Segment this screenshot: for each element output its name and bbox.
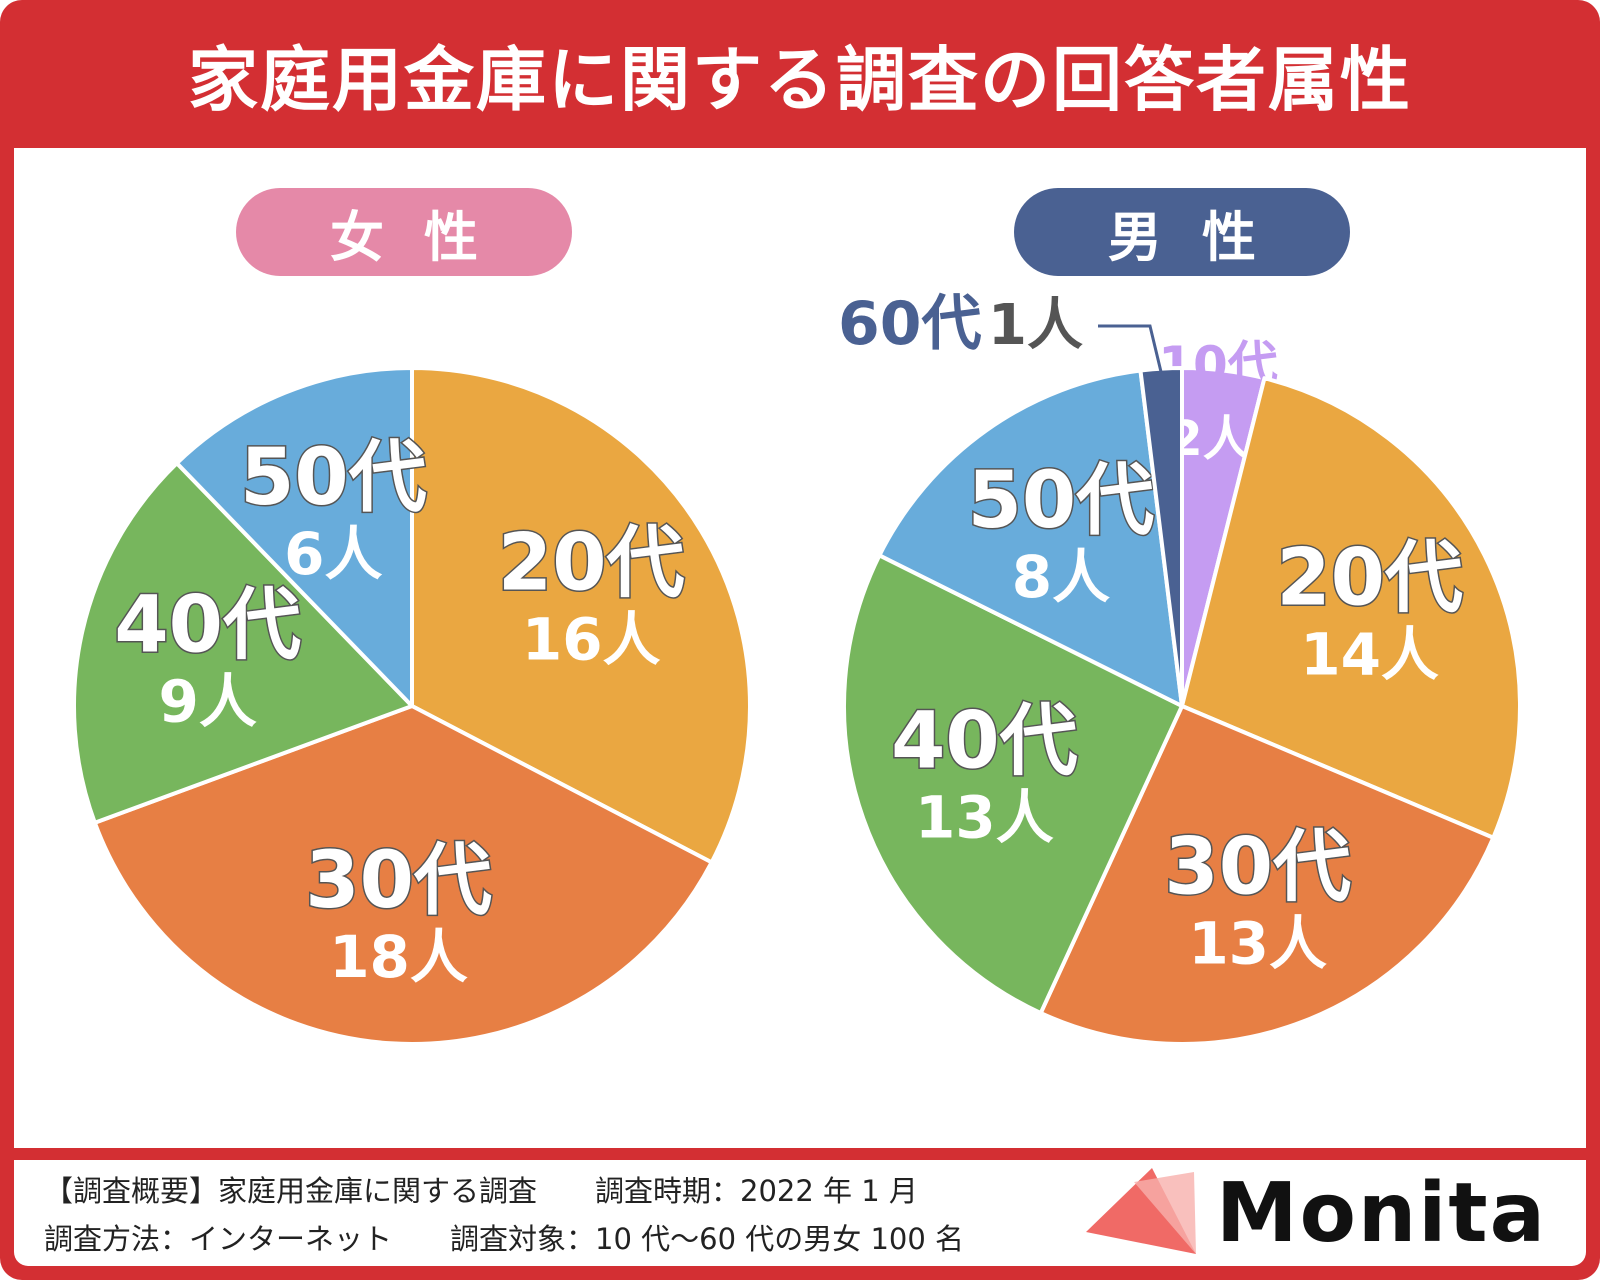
- female-slice-50s: [174, 366, 414, 708]
- female-label-20s-value: 16人: [522, 605, 661, 673]
- male-label-40s-value: 13人: [915, 784, 1054, 852]
- male-label-30s-category: 30代: [1164, 822, 1351, 912]
- male-label-60s-value: 1人: [988, 293, 1083, 358]
- logo-text: Monita: [1216, 1166, 1547, 1261]
- male-label-20s-value: 14人: [1300, 621, 1439, 689]
- male-slice-50s: [877, 368, 1184, 708]
- female-label-50s-value: 6人: [284, 520, 382, 588]
- female-label-40s-value: 9人: [159, 667, 257, 735]
- male-label-40s-category: 40代: [891, 697, 1078, 787]
- male-label-50s-category: 50代: [968, 456, 1155, 546]
- male-slice-40s: [842, 553, 1184, 1016]
- logo-icon: [1086, 1168, 1196, 1254]
- female-slice-30s: [92, 704, 714, 1046]
- female-label-50s-category: 50代: [240, 433, 427, 523]
- male-label-60s-category: 60代: [838, 289, 982, 359]
- female-label-20s-category: 20代: [498, 518, 685, 608]
- female-slice-20s: [410, 366, 752, 865]
- male-label-60s-leader-line: [1098, 324, 1163, 373]
- survey-summary: 【調査概要】家庭用金庫に関する調査 調査時期：2022 年 1 月: [44, 1174, 918, 1208]
- female-label-30s-value: 18人: [329, 923, 468, 991]
- survey-method: 調査方法：インターネット 調査対象：10 代〜60 代の男女 100 名: [44, 1222, 965, 1256]
- male-label-20s-category: 20代: [1276, 534, 1463, 624]
- male-slice-30s: [1038, 704, 1496, 1046]
- male-label-30s-value: 13人: [1188, 909, 1327, 977]
- female-chart-title: 女性: [236, 188, 572, 276]
- female-label-30s-category: 30代: [305, 836, 492, 926]
- male-chart-title: 男性: [1014, 188, 1350, 276]
- female-label-40s-category: 40代: [114, 580, 301, 670]
- female-slice-40s: [72, 461, 414, 825]
- page-title: 家庭用金庫に関する調査の回答者属性: [188, 38, 1412, 121]
- male-label-50s-value: 8人: [1012, 543, 1110, 611]
- footer: 【調査概要】家庭用金庫に関する調査 調査時期：2022 年 1 月 調査方法：イ…: [14, 1160, 1586, 1266]
- male-slice-20s: [1180, 376, 1523, 840]
